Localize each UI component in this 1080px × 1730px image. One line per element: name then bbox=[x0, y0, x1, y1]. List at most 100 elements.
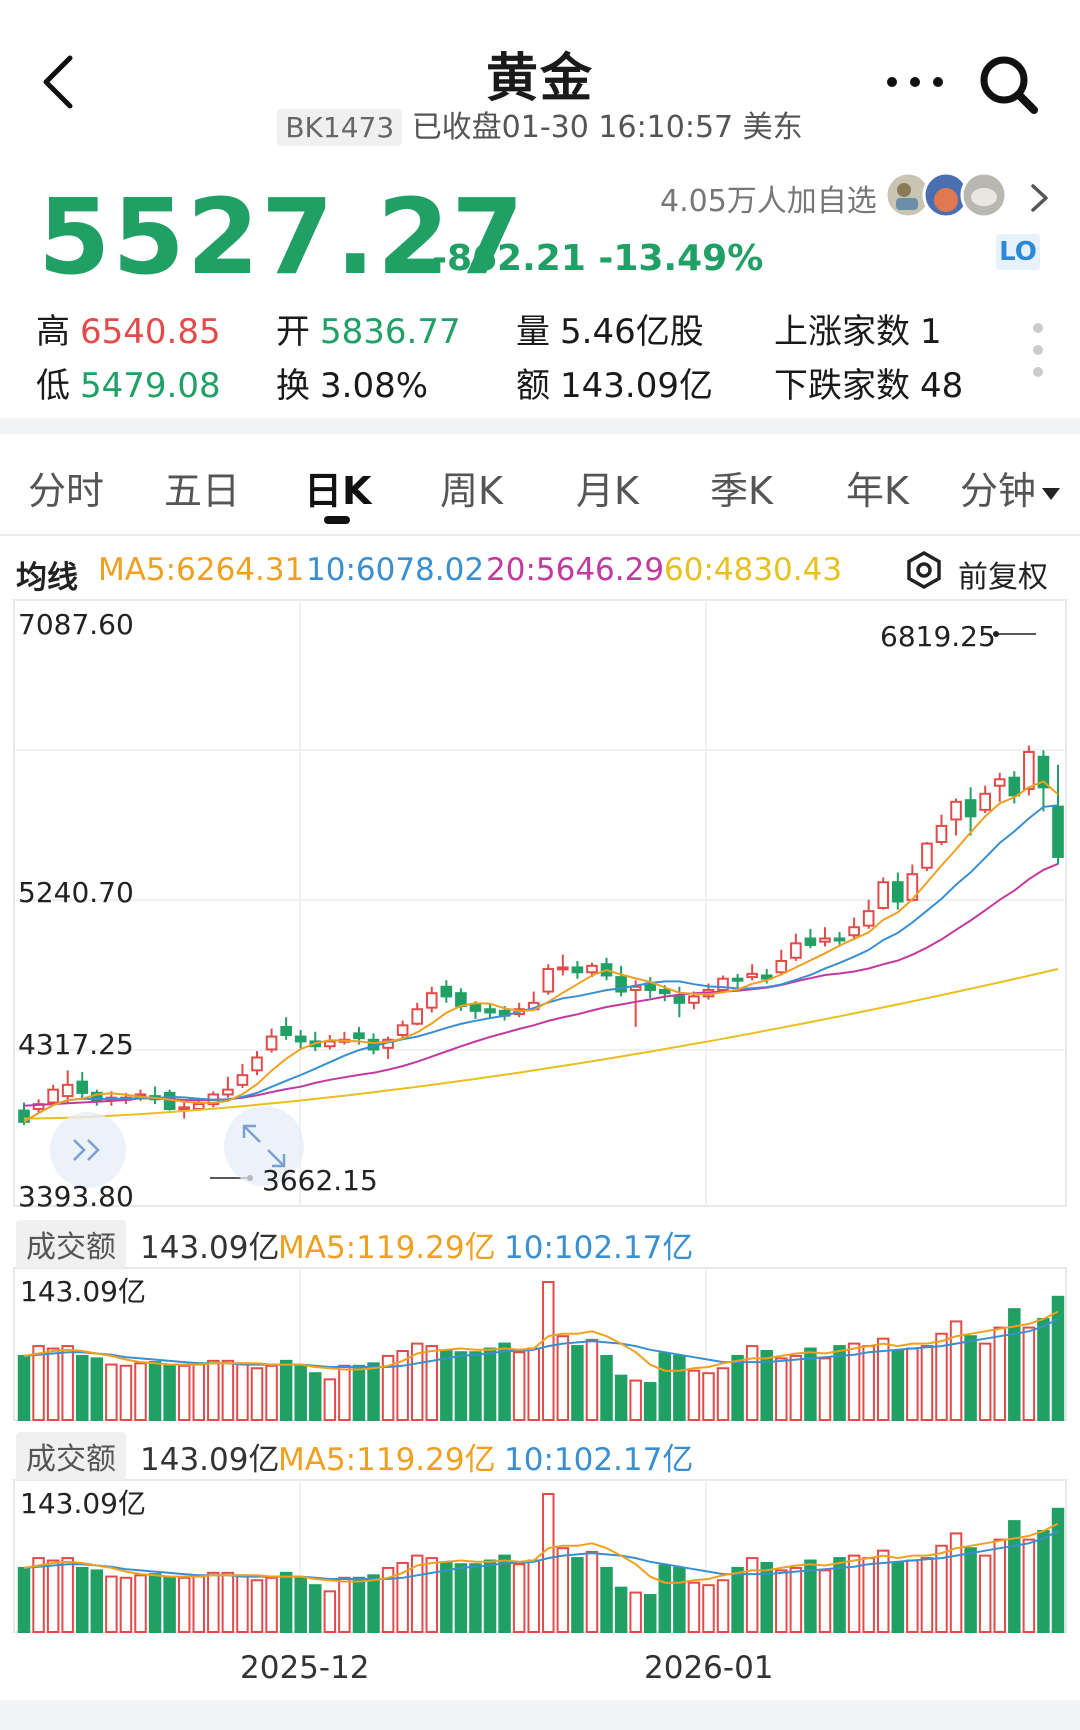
volume-bar bbox=[935, 1544, 948, 1633]
search-icon[interactable] bbox=[976, 52, 1042, 118]
candle-body bbox=[877, 881, 890, 909]
candle-body bbox=[251, 1056, 263, 1072]
tab-intraday[interactable]: 分时 bbox=[28, 469, 105, 513]
volume-bar bbox=[702, 1372, 715, 1422]
tab-daily-k[interactable]: 日K bbox=[304, 469, 372, 513]
candle bbox=[862, 899, 875, 929]
volume-tag[interactable]: 成交额 bbox=[16, 1220, 126, 1268]
volume-bar bbox=[847, 1342, 861, 1422]
x-label-2025-12: 2025-12 bbox=[240, 1650, 370, 1686]
volume-bar bbox=[46, 1559, 60, 1634]
candle-body bbox=[557, 966, 569, 971]
candle-body bbox=[935, 824, 948, 844]
ma20-value: 20:5646.29 bbox=[486, 552, 665, 588]
candle-body bbox=[280, 1025, 292, 1036]
candle-body bbox=[1008, 776, 1021, 797]
candle-body bbox=[833, 937, 846, 942]
market-status: BK1473 已收盘01-30 16:10:57 美东 bbox=[0, 102, 1080, 146]
volume-bar bbox=[775, 1357, 788, 1421]
volume-bar bbox=[1051, 1295, 1065, 1422]
volume-bar bbox=[425, 1557, 439, 1633]
close-status: 已收盘01-30 16:10:57 美东 bbox=[411, 110, 803, 145]
ma-lines-group bbox=[23, 631, 1059, 1181]
lo-badge[interactable]: LO bbox=[996, 234, 1040, 270]
candle-body bbox=[775, 960, 788, 974]
volume-bar bbox=[76, 1354, 89, 1422]
volume-ma10: 10:102.17亿 bbox=[504, 1230, 694, 1266]
stat-amount: 额 143.09亿 bbox=[516, 366, 713, 406]
volume-bar bbox=[993, 1326, 1006, 1421]
candle-body bbox=[61, 1083, 74, 1098]
candle bbox=[950, 798, 962, 836]
volume-bar bbox=[673, 1354, 686, 1422]
tab-5day[interactable]: 五日 bbox=[164, 469, 241, 513]
candle bbox=[921, 842, 933, 871]
ma10-value: 10:6078.02 bbox=[306, 552, 485, 588]
volume-bar bbox=[309, 1372, 322, 1422]
tab-monthly-k[interactable]: 月K bbox=[576, 469, 639, 513]
scroll-left-button bbox=[50, 1112, 126, 1188]
tab-quarterly-k[interactable]: 季K bbox=[710, 469, 773, 513]
volume-bar bbox=[527, 1559, 540, 1634]
volume-bar bbox=[105, 1363, 118, 1422]
volume-bar bbox=[687, 1581, 701, 1633]
candle bbox=[877, 877, 890, 910]
volume-bar bbox=[469, 1563, 482, 1634]
volume-bar bbox=[542, 1493, 555, 1633]
volume-bar bbox=[469, 1351, 482, 1422]
max-price-label: 6819.25 bbox=[880, 620, 996, 653]
volume-bar bbox=[571, 1557, 584, 1633]
expand-icon bbox=[243, 1125, 261, 1143]
current-price: 5527.27 bbox=[38, 176, 526, 298]
tab-weekly-k[interactable]: 周K bbox=[440, 469, 503, 513]
candle-body bbox=[324, 1040, 336, 1048]
expand-stats-icon[interactable] bbox=[1030, 322, 1046, 378]
volume-bar bbox=[440, 1562, 453, 1633]
volume-bar bbox=[119, 1364, 133, 1422]
candle bbox=[848, 917, 860, 941]
volume-bar bbox=[1022, 1538, 1036, 1633]
volume-bar bbox=[309, 1584, 322, 1634]
candle bbox=[469, 1001, 482, 1019]
volume-bar bbox=[556, 1335, 570, 1421]
candle bbox=[615, 965, 627, 997]
candle-body bbox=[1052, 805, 1064, 858]
candle bbox=[557, 954, 569, 976]
candle-body bbox=[425, 992, 438, 1009]
candle-body bbox=[921, 842, 933, 869]
volume-bar bbox=[614, 1374, 628, 1421]
stat-advancers: 上涨家数 1 bbox=[774, 312, 942, 352]
volume-bar bbox=[862, 1557, 875, 1633]
volume-bar bbox=[760, 1562, 773, 1633]
volume-bar bbox=[396, 1350, 409, 1421]
tab-minute[interactable]: 分钟 bbox=[960, 460, 1061, 515]
watchlist-count[interactable]: 4.05万人加自选 bbox=[660, 184, 877, 219]
x-label-2026-01: 2026-01 bbox=[644, 1650, 774, 1686]
volume-bar bbox=[600, 1566, 613, 1634]
volume-current: 143.09亿 bbox=[140, 1230, 280, 1266]
follower-avatars-icon[interactable] bbox=[884, 170, 1014, 220]
volume-bar bbox=[731, 1566, 744, 1634]
candle-body bbox=[455, 992, 467, 1008]
volume-bar bbox=[410, 1554, 424, 1634]
caret-down-icon bbox=[1042, 487, 1061, 500]
volume-bar bbox=[876, 1337, 890, 1422]
candle-body bbox=[717, 977, 729, 991]
tab-yearly-k[interactable]: 年K bbox=[846, 469, 909, 513]
candle bbox=[819, 927, 831, 947]
stat-turnover: 换 3.08% bbox=[276, 366, 429, 406]
volume-bar bbox=[1051, 1507, 1065, 1634]
candle bbox=[964, 787, 977, 836]
volume-bar bbox=[542, 1281, 555, 1421]
volume-bar bbox=[527, 1347, 540, 1422]
volume-current: 143.09亿 bbox=[140, 1442, 280, 1478]
volume-tag[interactable]: 成交额 bbox=[16, 1432, 126, 1480]
candle-body bbox=[440, 985, 453, 998]
more-options-icon[interactable] bbox=[880, 62, 950, 102]
expand-icon bbox=[267, 1149, 285, 1167]
volume-bar bbox=[163, 1364, 176, 1422]
chevron-right-icon[interactable] bbox=[1024, 178, 1054, 218]
candle bbox=[746, 964, 758, 981]
back-arrow-icon[interactable] bbox=[36, 52, 80, 112]
